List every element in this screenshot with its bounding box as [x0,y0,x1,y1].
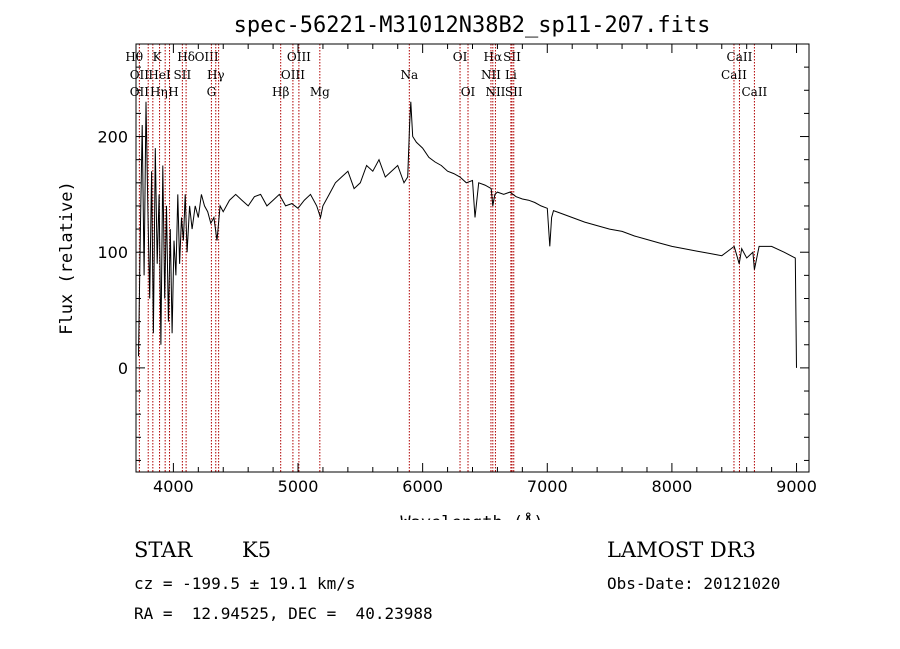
line-marker-label: Mg [310,85,330,99]
x-tick-label: 6000 [402,477,443,496]
line-marker-label: OI [453,50,468,64]
line-marker-label: SII [505,85,523,99]
object-class: STAR [134,538,193,562]
line-marker-label: Hγ [207,68,225,82]
x-tick-label: 8000 [652,477,693,496]
line-marker-label: SII [174,68,192,82]
x-axis-ticks: 4000 5000 6000 7000 8000 9000 [153,44,817,496]
line-marker-label: OIII [287,50,311,64]
y-tick-label: 200 [97,128,128,147]
observation-date: Obs-Date: 20121020 [607,574,781,593]
x-tick-label: 5000 [278,477,319,496]
x-axis-label: Wavelength (Å) [400,511,543,520]
line-marker-label: G [207,85,217,99]
line-marker-label: CaII [721,68,747,82]
line-marker-label: Li [505,68,517,82]
survey-name: LAMOST DR3 [607,538,756,562]
line-marker-label: Hθ [125,50,143,64]
x-tick-label: 4000 [153,477,194,496]
line-marker-label: OI [461,85,476,99]
object-subclass: K5 [242,538,272,562]
line-marker-label: H [168,85,178,99]
line-marker-label: NII [485,85,505,99]
redshift-info: cz = -199.5 ± 19.1 km/s [134,574,356,593]
line-marker-label: K [153,50,163,64]
line-marker-label: OII [130,68,150,82]
spectrum-chart: spec-56221-M31012N38B2_sp11-207.fits Hθ K… [57,13,817,520]
plot-frame [135,43,810,473]
line-marker-label: Hδ [177,50,195,64]
line-marker-label: HeI [148,68,171,82]
line-marker-label: NII [481,68,501,82]
line-marker-label: CaII [741,85,767,99]
line-marker-label: SII [503,50,521,64]
line-marker-label: CaII [727,50,753,64]
line-marker-label: OII [130,85,150,99]
spectrum-line [138,101,797,368]
y-tick-label: 0 [118,359,128,378]
line-marker-label: Hη [150,85,168,99]
chart-title: spec-56221-M31012N38B2_sp11-207.fits [234,13,711,38]
line-marker-label: OIII [281,68,305,82]
line-marker-label: Na [400,68,418,82]
x-tick-label: 9000 [776,477,817,496]
y-axis-label: Flux (relative) [57,181,77,335]
coordinates: RA = 12.94525, DEC = 40.23988 [134,604,433,623]
line-marker-label: Hα [484,50,503,64]
line-marker-label: Hβ [272,85,289,99]
y-axis-ticks: 0 100 200 [97,66,809,461]
x-tick-label: 7000 [527,477,568,496]
line-marker-label: OIII [195,50,219,64]
y-tick-label: 100 [97,243,128,262]
